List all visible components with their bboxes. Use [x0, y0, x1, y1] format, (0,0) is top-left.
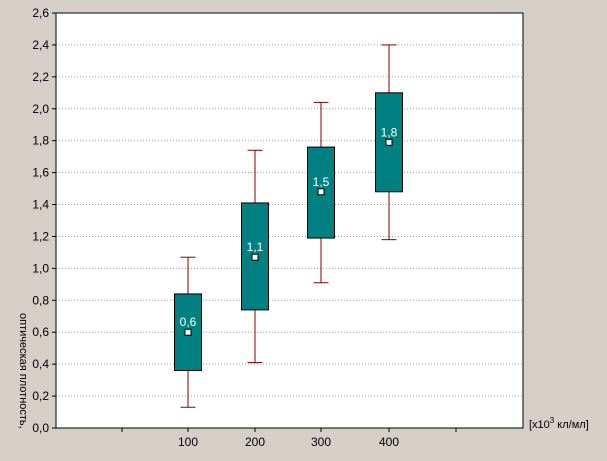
- x-tick-label: 400: [379, 435, 399, 449]
- y-axis-label: оптическая плотность,: [17, 313, 29, 429]
- y-tick-label: 2,6: [32, 6, 49, 20]
- data-label: 1,8: [381, 125, 398, 139]
- y-tick-label: 0,6: [32, 325, 49, 339]
- x-tick-label: 200: [245, 435, 265, 449]
- y-tick-label: 0,2: [32, 389, 49, 403]
- y-tick-label: 1,2: [32, 229, 49, 243]
- y-tick-label: 1,8: [32, 134, 49, 148]
- mean-marker: [317, 188, 325, 196]
- boxes: [174, 44, 403, 408]
- box-300: [307, 101, 335, 284]
- x-axis-label: [x103 кл/мл]: [529, 416, 589, 431]
- x-tick-label: 300: [311, 435, 331, 449]
- axes: [52, 12, 524, 432]
- y-tick-label: 1,0: [32, 261, 49, 275]
- y-tick-label: 2,4: [32, 38, 49, 52]
- plot-area: [56, 13, 523, 428]
- y-tick-label: 2,2: [32, 70, 49, 84]
- labels: 0,0 0,2 0,4 0,6 0,8 1,0 1,2 1,4 1,6 1,8 2,0 2,2 2,4 2…: [17, 6, 589, 449]
- y-tick-label: 1,6: [32, 166, 49, 180]
- box-400: [375, 44, 403, 241]
- y-tick-label: 0,4: [32, 357, 49, 371]
- mean-marker: [184, 328, 192, 336]
- x-tick-label: 100: [178, 435, 198, 449]
- box-200: [241, 149, 269, 364]
- mean-marker: [385, 138, 393, 146]
- data-label: 1,1: [247, 240, 264, 254]
- mean-marker: [251, 253, 259, 261]
- y-tick-label: 2,0: [32, 102, 49, 116]
- y-tick-label: 0,0: [32, 421, 49, 435]
- y-tick-label: 1,4: [32, 198, 49, 212]
- y-tick-label: 0,8: [32, 293, 49, 307]
- box-100: [174, 256, 202, 408]
- data-label: 0,6: [180, 315, 197, 329]
- plot-frame: [55, 12, 524, 429]
- data-label: 1,5: [313, 175, 330, 189]
